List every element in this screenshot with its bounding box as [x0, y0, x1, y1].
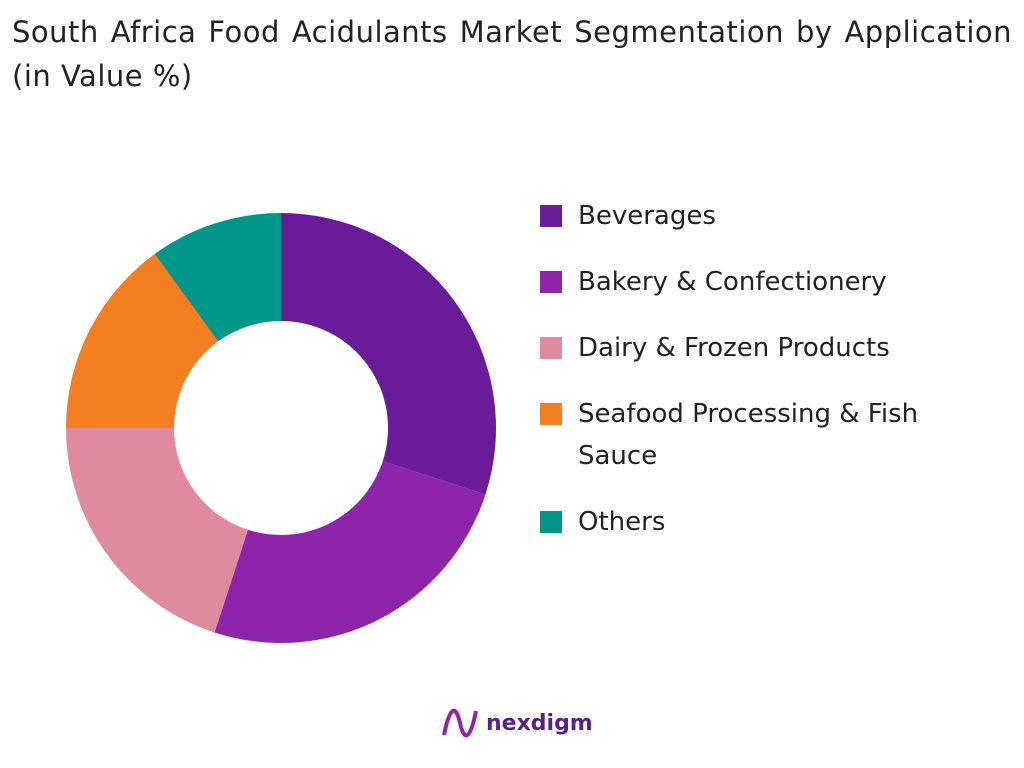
- legend-swatch: [540, 271, 562, 293]
- legend-item: Seafood Processing & Fish Sauce: [540, 393, 1000, 477]
- slice: [66, 428, 248, 633]
- brand: nexdigm: [440, 705, 593, 741]
- slice: [281, 213, 496, 495]
- legend: Beverages Bakery & Confectionery Dairy & F…: [540, 195, 1000, 567]
- legend-label: Beverages: [578, 201, 716, 231]
- legend-label: Seafood Processing & Fish Sauce: [578, 399, 919, 471]
- chart: [66, 213, 496, 643]
- legend-item: Beverages: [540, 195, 1000, 237]
- brand-icon: [442, 708, 478, 738]
- legend-item: Dairy & Frozen Products: [540, 327, 1000, 369]
- slice: [66, 254, 219, 428]
- legend-label: Others: [578, 507, 666, 537]
- brand-name: nexdigm: [486, 710, 593, 736]
- legend-swatch: [540, 337, 562, 359]
- legend-item: Bakery & Confectionery: [540, 261, 1000, 303]
- slice: [154, 213, 281, 342]
- legend-swatch: [540, 511, 562, 533]
- chart-title: South Africa Food Acidulants Market Segm…: [12, 15, 1012, 93]
- legend-swatch: [540, 403, 562, 425]
- legend-label: Dairy & Frozen Products: [578, 333, 890, 363]
- legend-swatch: [540, 205, 562, 227]
- legend-item: Others: [540, 501, 1000, 543]
- legend-label: Bakery & Confectionery: [578, 267, 887, 297]
- slice: [214, 461, 486, 643]
